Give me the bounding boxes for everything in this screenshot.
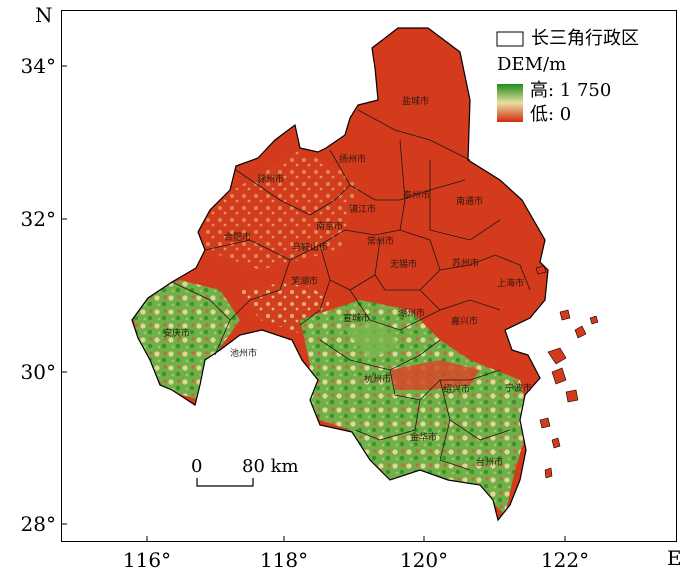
city-label: 芜湖市 [291,275,318,287]
city-label: 金华市 [410,431,437,443]
city-labels: 盐城市 扬州市 泰州市 南通市 滁州市 镇江市 南京市 常州市 无锡市 苏州市 … [163,95,532,468]
city-label: 宣城市 [343,312,370,324]
city-label: 扬州市 [339,153,366,165]
city-label: 湖州市 [398,307,425,319]
city-label: 嘉兴市 [451,315,478,327]
lat-tick-label: 28° [20,512,56,536]
city-label: 南通市 [456,195,483,207]
city-label: 宁波市 [505,382,532,394]
city-label: 绍兴市 [443,383,470,395]
city-label: 杭州市 [364,373,391,385]
legend-dem-gradient [497,84,523,122]
lat-tick-label: 30° [20,360,56,384]
scale-bar [196,478,254,487]
city-label: 台州市 [476,456,503,468]
lon-tick-label: 118° [259,548,309,572]
city-label: 安庆市 [163,327,190,339]
north-label: N [35,3,53,27]
scale-zero-label: 0 [191,456,203,477]
city-label: 合肥市 [224,231,251,243]
legend-boundary-swatch [496,31,524,47]
lon-tick-label: 122° [540,548,590,572]
legend-high-label: 高: 1 750 [530,80,612,101]
lon-tick-label: 116° [122,548,172,572]
islands [535,265,599,479]
east-label: E [667,546,682,570]
city-label: 上海市 [497,277,524,289]
legend-low-label: 低: 0 [530,104,572,125]
city-label: 苏州市 [452,257,479,269]
axis-ticks [61,65,566,542]
lon-tick-label: 120° [399,548,449,572]
city-label: 池州市 [230,347,257,359]
city-boundaries [171,109,531,471]
city-label: 常州市 [367,235,394,247]
city-label: 盐城市 [402,95,429,107]
lat-tick-label: 32° [20,207,56,231]
city-label: 无锡市 [390,258,417,270]
city-label: 滁州市 [257,173,284,185]
city-label: 马鞍山市 [292,241,328,253]
city-label: 镇江市 [349,203,376,215]
scale-end-label: 80 km [242,456,299,477]
lat-tick-label: 34° [20,54,56,78]
city-label: 南京市 [316,220,343,232]
city-label: 泰州市 [403,189,430,201]
legend-boundary-label: 长三角行政区 [531,28,639,49]
legend-dem-title: DEM/m [497,54,567,75]
